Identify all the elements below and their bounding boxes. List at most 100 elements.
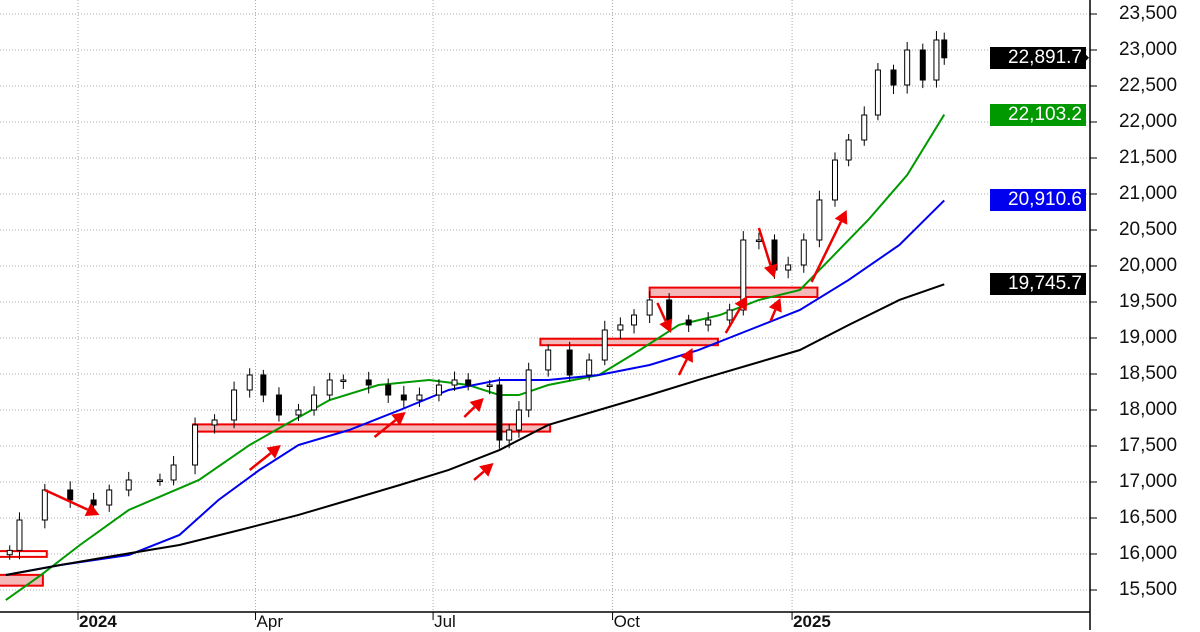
candle bbox=[525, 369, 532, 411]
candle bbox=[666, 299, 673, 321]
annotation-arrow bbox=[248, 452, 272, 471]
arrow-head bbox=[768, 297, 782, 313]
x-tick-label: Apr bbox=[256, 612, 283, 631]
candle bbox=[41, 489, 48, 521]
y-tick-label: 23,000 bbox=[1118, 38, 1178, 60]
candle bbox=[545, 349, 552, 371]
annotation-arrow bbox=[810, 221, 843, 283]
candle bbox=[631, 314, 638, 326]
annotation-arrow bbox=[473, 470, 485, 481]
candle bbox=[365, 379, 372, 386]
candle bbox=[785, 264, 792, 271]
x-tick-label: Jul bbox=[434, 612, 456, 631]
candle bbox=[919, 49, 926, 81]
candle bbox=[816, 199, 823, 241]
y-tick-label: 19,000 bbox=[1118, 326, 1178, 348]
candle bbox=[435, 384, 442, 396]
annotation-arrow bbox=[373, 419, 397, 438]
candle bbox=[800, 239, 807, 266]
candle bbox=[16, 519, 23, 551]
candle bbox=[933, 39, 940, 81]
annotation-arrow bbox=[724, 306, 742, 334]
annotation-arrow bbox=[769, 309, 777, 322]
candle bbox=[705, 319, 712, 326]
y-tick-label: 17,500 bbox=[1118, 434, 1178, 456]
candle bbox=[340, 379, 347, 382]
candle bbox=[831, 159, 838, 201]
support-zone bbox=[0, 550, 48, 558]
moving-average-line-1 bbox=[5, 199, 945, 577]
y-tick-label: 22,000 bbox=[1118, 110, 1178, 132]
candle bbox=[211, 419, 218, 426]
arrow-head bbox=[84, 503, 100, 516]
support-zone bbox=[0, 573, 44, 587]
candle bbox=[67, 489, 74, 501]
arrow-head bbox=[834, 209, 848, 225]
y-tick-label: 18,500 bbox=[1118, 362, 1178, 384]
y-tick-label: 16,500 bbox=[1118, 506, 1178, 528]
annotation-arrow bbox=[656, 302, 667, 322]
arrow-head bbox=[734, 296, 748, 311]
candle bbox=[451, 379, 458, 386]
candle bbox=[646, 299, 653, 316]
y-tick-label: 18,000 bbox=[1118, 398, 1178, 420]
arrow-head bbox=[659, 318, 673, 334]
annotation-arrow bbox=[677, 359, 688, 376]
candle bbox=[496, 384, 503, 441]
candle bbox=[506, 429, 513, 441]
candle bbox=[740, 239, 747, 311]
candle bbox=[941, 39, 948, 59]
y-tick-label: 20,000 bbox=[1118, 254, 1178, 276]
candle bbox=[246, 374, 253, 391]
candle bbox=[874, 69, 881, 116]
candle bbox=[416, 394, 423, 401]
y-tick-label: 15,500 bbox=[1118, 578, 1178, 600]
candle bbox=[755, 239, 762, 243]
arrow-head bbox=[469, 397, 484, 413]
candle bbox=[260, 374, 267, 396]
candle bbox=[326, 379, 333, 396]
candle bbox=[904, 49, 911, 86]
moving-average-tag-0: 22,103.2 bbox=[990, 103, 1086, 126]
candle bbox=[486, 384, 493, 388]
y-tick-label: 22,500 bbox=[1118, 74, 1178, 96]
candle bbox=[861, 114, 868, 141]
x-tick-label: Oct bbox=[613, 612, 641, 631]
support-zone bbox=[539, 337, 719, 347]
x-tick-label: 2024 bbox=[79, 612, 117, 631]
candle bbox=[566, 349, 573, 376]
candle bbox=[170, 464, 177, 481]
arrow-head bbox=[479, 462, 494, 477]
arrow-head bbox=[763, 263, 778, 279]
annotation-arrow bbox=[44, 488, 89, 511]
y-tick-label: 16,000 bbox=[1118, 542, 1178, 564]
y-tick-label: 21,000 bbox=[1118, 182, 1178, 204]
arrow-head bbox=[266, 444, 281, 459]
candle bbox=[125, 479, 132, 491]
candle bbox=[685, 319, 692, 326]
candle bbox=[311, 394, 318, 411]
candle bbox=[6, 549, 13, 556]
moving-average-line-0 bbox=[5, 114, 946, 601]
candle bbox=[845, 139, 852, 161]
arrow-head bbox=[680, 348, 693, 363]
candle bbox=[586, 359, 593, 376]
candle bbox=[231, 389, 238, 421]
candle bbox=[385, 384, 392, 396]
candle bbox=[275, 394, 282, 416]
candle bbox=[192, 424, 199, 466]
candle bbox=[515, 409, 522, 431]
candle bbox=[617, 324, 624, 331]
candle bbox=[465, 379, 472, 386]
candle bbox=[601, 329, 608, 361]
y-tick-label: 21,500 bbox=[1118, 146, 1178, 168]
last-price-tag: 22,891.7 bbox=[990, 46, 1086, 69]
annotation-arrow bbox=[463, 406, 476, 418]
candle bbox=[890, 69, 897, 86]
candle bbox=[106, 489, 113, 506]
arrow-head bbox=[391, 412, 406, 426]
moving-average-line-2 bbox=[5, 283, 945, 577]
y-tick-label: 23,500 bbox=[1118, 3, 1178, 24]
candle bbox=[295, 409, 302, 416]
